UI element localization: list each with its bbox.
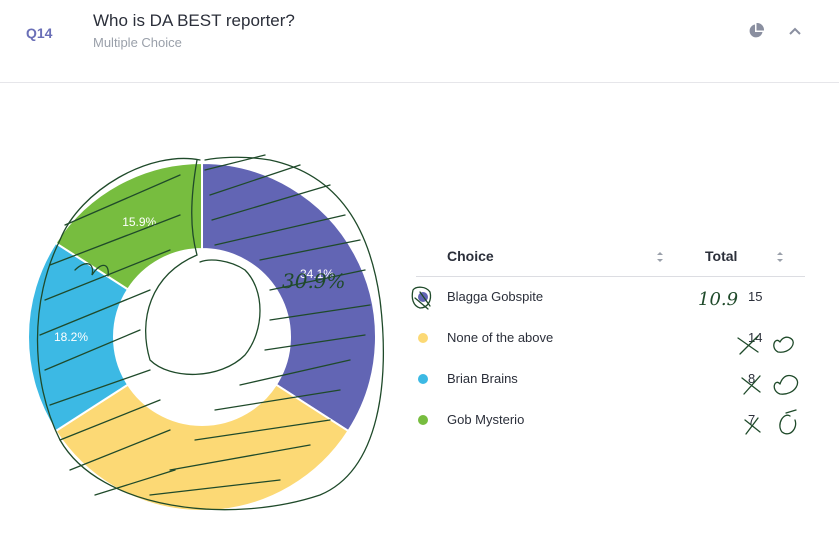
row-total: 15 <box>748 289 763 304</box>
row-label: Gob Mysterio <box>447 412 525 427</box>
row-total: 7 <box>748 412 756 427</box>
table-row: None of the above 14 <box>416 318 805 359</box>
legend-dot <box>418 333 428 343</box>
table-header: Choice Total <box>416 238 805 277</box>
legend-dot <box>418 292 428 302</box>
table-row: Blagga Gobspite 15 <box>416 277 805 318</box>
legend-dot <box>418 374 428 384</box>
col-choice-header[interactable]: Choice <box>447 248 494 264</box>
slice-percent-label: 15.9% <box>122 215 156 229</box>
row-total: 8 <box>748 371 756 386</box>
sort-total-icon[interactable] <box>775 250 785 264</box>
row-label: None of the above <box>447 330 554 345</box>
table-row: Gob Mysterio 7 <box>416 400 805 441</box>
donut-slice-0[interactable] <box>201 161 377 433</box>
question-number: Q14 <box>26 25 53 41</box>
results-table: Choice Total Blagga Gobspite 15 None of … <box>416 238 805 441</box>
row-total: 14 <box>748 330 763 345</box>
slice-percent-label: 18.2% <box>54 330 88 344</box>
row-label: Blagga Gobspite <box>447 289 544 304</box>
slice-percent-label: 34.1% <box>300 267 334 281</box>
question-title: Who is DA BEST reporter? <box>93 11 295 30</box>
chevron-up-icon[interactable] <box>786 22 804 40</box>
question-type: Multiple Choice <box>93 35 182 50</box>
sort-choice-icon[interactable] <box>655 250 665 264</box>
table-row: Brian Brains 8 <box>416 359 805 400</box>
col-total-header[interactable]: Total <box>705 248 738 264</box>
legend-dot <box>418 415 428 425</box>
row-label: Brian Brains <box>447 371 518 386</box>
donut-chart: 34.1% 18.2% 15.9% <box>27 161 377 512</box>
question-header: Q14 Who is DA BEST reporter? Multiple Ch… <box>0 0 839 83</box>
pie-chart-icon[interactable] <box>747 22 765 40</box>
